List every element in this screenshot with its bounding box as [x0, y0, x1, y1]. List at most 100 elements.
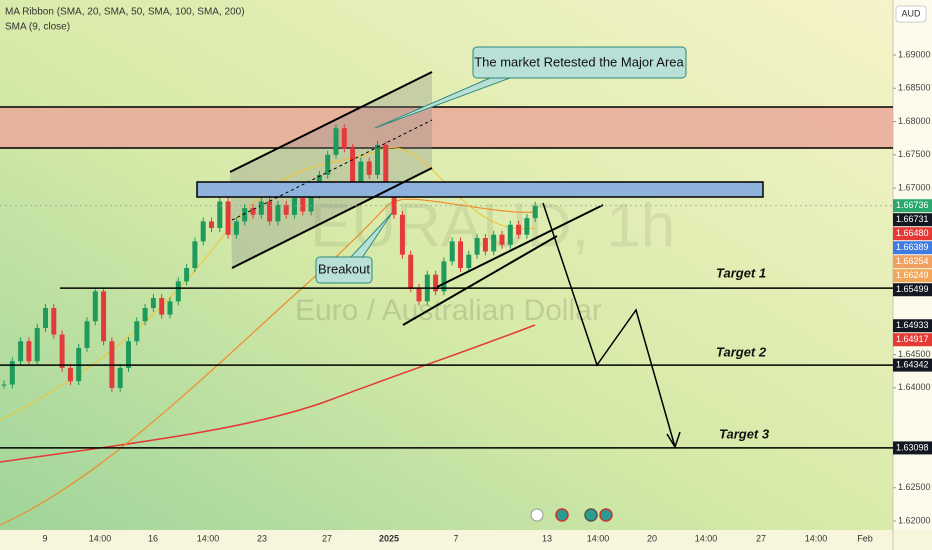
candle [350, 148, 356, 182]
candle [383, 144, 389, 189]
candle [474, 238, 480, 255]
candle [375, 144, 380, 175]
candle [84, 321, 90, 348]
candle [1, 384, 7, 386]
x-tick-label: 14:00 [89, 533, 112, 543]
candle [341, 128, 347, 149]
candle [366, 161, 372, 175]
price-label: 1.64933 [896, 320, 929, 330]
candle [250, 208, 256, 215]
indicator-legend: SMA (9, close) [5, 22, 70, 33]
y-tick-label: 1.64000 [898, 382, 931, 392]
wedge-line [402, 235, 558, 326]
candle [167, 301, 173, 315]
y-tick-label: 1.62500 [898, 482, 931, 492]
event-icon[interactable] [555, 508, 569, 522]
candle [300, 198, 306, 212]
candle [126, 341, 131, 368]
candle [449, 241, 455, 262]
candle [441, 261, 447, 292]
x-tick-label: 13 [542, 533, 552, 543]
candle [150, 297, 156, 308]
projection-path [542, 202, 676, 448]
candle [416, 288, 422, 302]
candle [92, 291, 98, 322]
candle [175, 281, 181, 302]
x-tick-label: 14:00 [805, 533, 828, 543]
price-label-box [893, 319, 932, 333]
candle [391, 188, 397, 215]
y-tick-label: 1.69000 [898, 49, 931, 59]
candle [399, 214, 405, 255]
currency-badge[interactable] [895, 5, 927, 23]
candle [9, 361, 15, 385]
candle [142, 307, 148, 322]
price-label: 1.66249 [896, 270, 929, 280]
y-tick-label: 1.67500 [898, 149, 931, 159]
candle [275, 204, 281, 222]
channel-line [231, 167, 433, 269]
arrow-head [666, 431, 681, 449]
candle [134, 321, 140, 342]
callout-text: Breakout [318, 261, 370, 276]
candle [433, 274, 439, 292]
y-tick-label: 1.62000 [898, 515, 931, 525]
candle [18, 341, 24, 362]
candle [101, 291, 107, 342]
candle [358, 161, 364, 182]
currency: AUD [901, 8, 921, 18]
x-tick-label: Feb [857, 533, 873, 543]
supply-zone [0, 107, 893, 148]
candle [258, 201, 264, 215]
price-label: 1.65499 [896, 284, 929, 294]
price-label: 1.66254 [896, 256, 929, 266]
price-label-box [893, 283, 932, 297]
candle [242, 208, 248, 222]
x-tick-label: 9 [42, 533, 47, 543]
x-tick-label: 23 [257, 533, 267, 543]
price-label-box [893, 333, 932, 347]
indicator-legend: MA Ribbon (SMA, 20, SMA, 50, SMA, 100, S… [5, 7, 245, 18]
target-label: Target 3 [719, 426, 770, 441]
x-tick-label: 14:00 [695, 533, 718, 543]
candle [408, 254, 414, 289]
x-tick-label: 7 [453, 533, 458, 543]
target-label: Target 2 [716, 344, 767, 359]
candle [333, 128, 339, 155]
candle [67, 367, 73, 382]
candle [283, 204, 289, 215]
candles [1, 124, 538, 392]
price-label: 1.66736 [896, 200, 929, 210]
price-label: 1.66731 [896, 214, 929, 224]
candle [507, 224, 513, 245]
candle [225, 201, 231, 235]
candle [499, 234, 505, 245]
candle [516, 224, 522, 235]
candle [209, 221, 214, 229]
y-tick-label: 1.64500 [898, 349, 931, 359]
candle [159, 297, 165, 315]
candle [458, 241, 463, 269]
moving-average [0, 198, 536, 526]
x-tick-label: 27 [756, 533, 766, 543]
candle [34, 327, 40, 362]
price-label: 1.66480 [896, 228, 929, 238]
price-label-box [893, 441, 932, 455]
callout-box [315, 256, 373, 284]
price-label: 1.63098 [896, 442, 929, 452]
candle [192, 241, 198, 269]
price-label-box [893, 358, 932, 372]
candle [184, 268, 190, 282]
drawings: The market Retested the Major Area Break… [196, 46, 770, 449]
event-icon[interactable] [530, 508, 544, 522]
event-icon[interactable] [584, 508, 598, 522]
candle [26, 341, 32, 362]
event-icon[interactable] [599, 508, 613, 522]
candle [292, 198, 297, 215]
price-label-box [893, 241, 932, 255]
wedge-line [436, 204, 604, 288]
price-label-box [893, 269, 932, 283]
x-tick-label: 14:00 [587, 533, 610, 543]
x-tick-label: 14:00 [197, 533, 220, 543]
y-tick-label: 1.68500 [898, 83, 931, 93]
